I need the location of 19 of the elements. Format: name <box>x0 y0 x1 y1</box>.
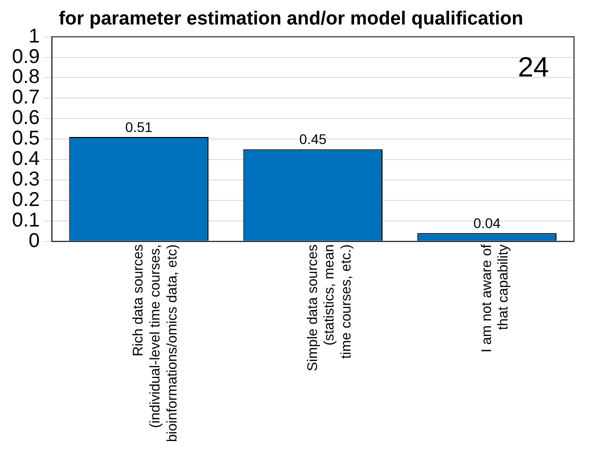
y-tick-label: 0.3 <box>12 168 40 191</box>
y-tick-label: 0 <box>28 230 40 252</box>
y-tick-label: 0.2 <box>12 188 40 211</box>
data-label: 0.51 <box>125 118 153 135</box>
x-tick-label: Rich data sources (individual-level time courses, bioinformations/omics data, etc) <box>130 244 180 442</box>
y-tick-label: 0.5 <box>12 128 40 150</box>
y-tick-label: 1 <box>28 25 40 48</box>
chart-title: for parameter estimation and/or model qualification <box>58 8 524 30</box>
data-label: 0.45 <box>299 131 327 148</box>
y-tick-label: 0.4 <box>12 148 40 170</box>
y-tick-label: 0.9 <box>12 46 40 68</box>
y-tick-label: 0.7 <box>12 86 40 109</box>
x-tick-label: I am not aware of that capability <box>478 244 511 353</box>
y-tick-label: 0.6 <box>12 107 40 130</box>
y-tick-label: 0.1 <box>12 209 40 232</box>
x-tick-label: Simple data sources (statistics, mean time courses, etc.) <box>304 244 354 372</box>
data-label: 0.04 <box>473 215 501 232</box>
y-tick-label: 0.8 <box>12 66 40 88</box>
annotation: 24 <box>518 52 549 83</box>
